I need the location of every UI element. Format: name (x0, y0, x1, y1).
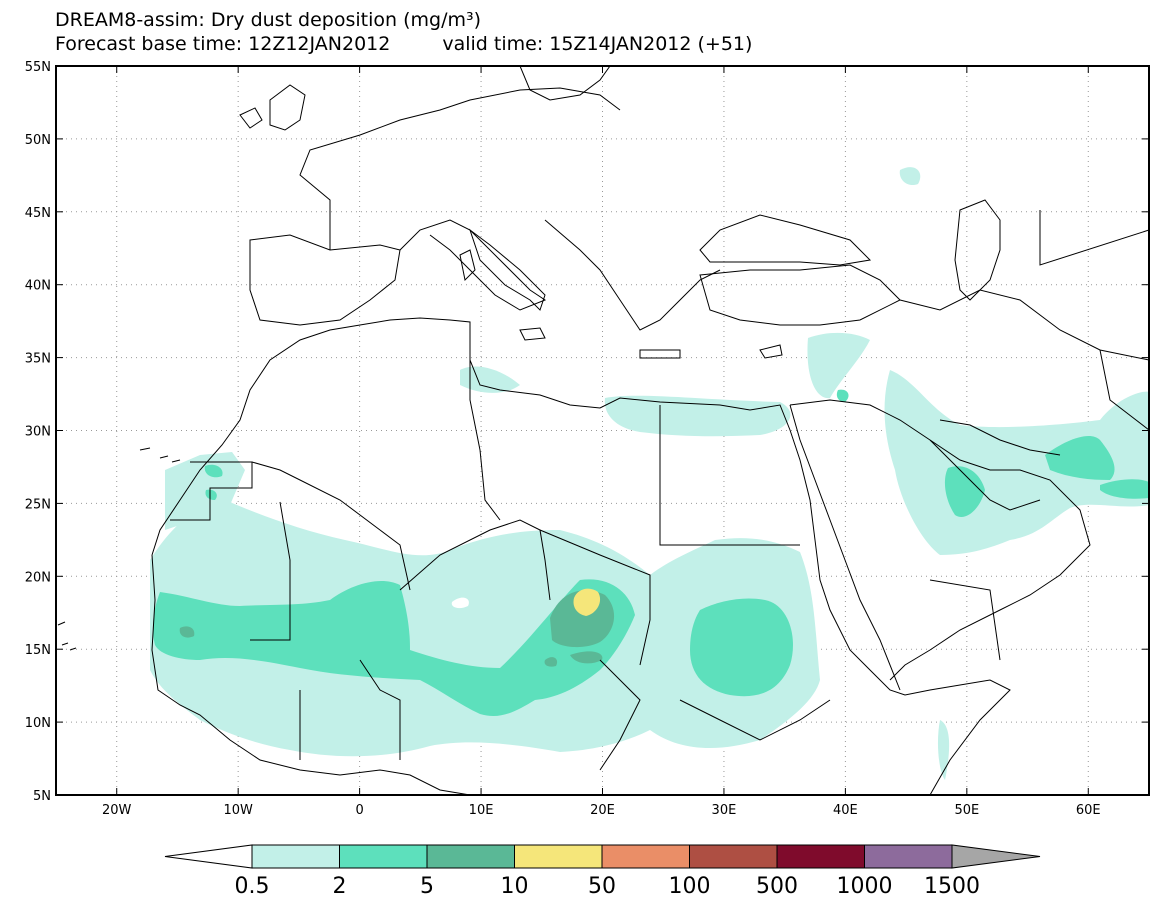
colorbar-label: 2 (333, 874, 347, 899)
latitude-axis: 55N 50N 45N 40N 35N 30N 25N 20N 15N 10N 5N (25, 60, 1149, 804)
forecast-base-time: Forecast base time: 12Z12JAN2012 (55, 33, 391, 55)
lon-tick-label: 40E (833, 803, 858, 818)
lon-tick-label: 10E (469, 803, 494, 818)
colorbar-swatch (776, 844, 865, 869)
colorbar-label: 1000 (837, 874, 893, 899)
colorbar-swatch (514, 844, 603, 869)
colorbar-swatch (601, 844, 690, 869)
colorbar-label: 0.5 (235, 874, 270, 899)
map-subtitle: Forecast base time: 12Z12JAN2012 valid ti… (55, 34, 752, 54)
colorbar-swatch (251, 844, 340, 869)
dust-contour-2-5 (152, 389, 1149, 717)
dust-contour-10-50 (573, 588, 601, 616)
lat-tick-label: 45N (25, 206, 51, 221)
lon-tick-label: 50E (954, 803, 979, 818)
lon-tick-label: 0 (355, 803, 363, 818)
map-frame-content (56, 66, 1149, 795)
lat-tick-label: 40N (25, 279, 51, 294)
colorbar: 0.5 2 5 10 50 100 500 1000 1500 (164, 844, 1041, 899)
map-title: DREAM8-assim: Dry dust deposition (mg/m³… (55, 9, 482, 31)
lon-tick-label: 20W (102, 803, 132, 818)
lat-tick-label: 55N (25, 60, 51, 75)
colorbar-label: 5 (420, 874, 434, 899)
lat-tick-label: 20N (25, 570, 51, 585)
lat-tick-label: 50N (25, 133, 51, 148)
colorbar-swatch (426, 844, 515, 869)
colorbar-label: 500 (756, 874, 798, 899)
colorbar-label: 50 (588, 874, 616, 899)
dust-gap (451, 597, 469, 609)
colorbar-swatch (864, 844, 953, 869)
colorbar-swatch (339, 844, 428, 869)
longitude-axis: 20W 10W 0 10E 20E 30E 40E 50E 60E (102, 66, 1101, 818)
lat-tick-label: 15N (25, 643, 51, 658)
lat-tick-label: 35N (25, 352, 51, 367)
colorbar-label: 100 (669, 874, 711, 899)
lat-tick-label: 5N (33, 789, 51, 804)
colorbar-under-arrow (164, 844, 253, 869)
colorbar-over-arrow (951, 844, 1041, 869)
colorbar-label: 1500 (924, 874, 980, 899)
lon-tick-label: 30E (712, 803, 737, 818)
lat-tick-label: 10N (25, 716, 51, 731)
lat-tick-label: 30N (25, 425, 51, 440)
dust-contour-0.5-2 (150, 167, 1149, 780)
lat-tick-label: 25N (25, 497, 51, 512)
colorbar-label: 10 (501, 874, 529, 899)
coastlines-and-borders (57, 66, 1149, 795)
colorbar-swatch (689, 844, 778, 869)
valid-time: valid time: 15Z14JAN2012 (+51) (442, 33, 753, 55)
lon-tick-label: 10W (223, 803, 253, 818)
lon-tick-label: 60E (1076, 803, 1101, 818)
lon-tick-label: 20E (590, 803, 615, 818)
